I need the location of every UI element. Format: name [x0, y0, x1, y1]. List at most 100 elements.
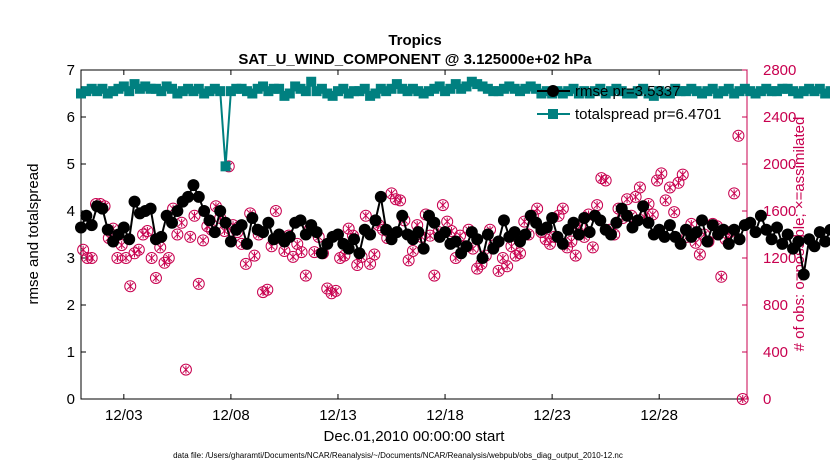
rmse-point	[497, 214, 510, 227]
rmse-point	[631, 214, 644, 227]
totalspread-point	[675, 86, 686, 97]
obs-count-point	[531, 202, 544, 215]
totalspread-point	[140, 81, 151, 92]
totalspread-point	[349, 86, 360, 97]
obs-count-point	[591, 199, 604, 212]
rmse-point	[481, 228, 494, 241]
chart-title: Tropics	[388, 32, 441, 49]
totalspread-point	[648, 90, 659, 101]
totalspread-point	[804, 83, 815, 94]
totalspread-point	[579, 86, 590, 97]
y-axis-right: 0 400 800 1200 1600 2000 2400 2800	[742, 62, 796, 408]
y-left-tick-label: 1	[67, 344, 75, 361]
totalspread-point	[423, 86, 434, 97]
y-right-tick-label: 1200	[763, 250, 796, 267]
rmse-point	[390, 226, 403, 239]
totalspread-point	[284, 88, 295, 99]
rmse-point	[728, 223, 741, 236]
totalspread-point	[509, 83, 520, 94]
rmse-point	[299, 228, 312, 241]
totalspread-point	[750, 88, 761, 99]
totalspread-point	[177, 86, 188, 97]
obs-count-point	[171, 228, 184, 241]
totalspread-point	[134, 83, 145, 94]
totalspread-point	[156, 86, 167, 97]
rmse-point	[240, 237, 253, 250]
totalspread-point	[167, 83, 178, 94]
obs-count-point	[111, 252, 124, 264]
rmse-point	[717, 223, 730, 236]
rmse-point	[476, 252, 489, 264]
totalspread-point	[102, 88, 113, 99]
rmse-point	[117, 221, 130, 234]
rmse-point	[144, 202, 157, 215]
totalspread-point	[209, 83, 220, 94]
rmse-point	[706, 219, 719, 232]
rmse-point	[605, 228, 618, 241]
totalspread-point	[231, 83, 242, 94]
totalspread-point	[798, 86, 809, 97]
rmse-point	[348, 233, 361, 246]
rmse-point	[808, 240, 821, 253]
totalspread-point	[129, 79, 140, 90]
rmse-point	[369, 214, 382, 227]
totalspread-point	[707, 83, 718, 94]
rmse-point	[508, 226, 521, 239]
totalspread-point	[236, 83, 247, 94]
totalspread-point	[788, 86, 799, 97]
rmse-point	[123, 233, 136, 246]
chart-subtitle: SAT_U_WIND_COMPONENT @ 3.125000e+02 hPa	[238, 51, 592, 68]
obs-count-point	[394, 194, 407, 207]
obs-count-point	[338, 249, 351, 262]
x-tick-label: 12/28	[640, 407, 678, 424]
y-right-tick-label: 2000	[763, 156, 796, 173]
obs-count-point	[621, 193, 634, 206]
rmse-point	[208, 226, 221, 239]
totalspread-point	[697, 88, 708, 99]
legend-rmse-marker	[547, 85, 559, 97]
rmse-point	[792, 235, 805, 248]
totalspread-point	[680, 86, 691, 97]
totalspread-point	[434, 81, 445, 92]
obs-count-point	[543, 237, 556, 250]
legend-item-rmse: rmse pr=3.5337	[537, 83, 680, 100]
obs-count-point	[145, 252, 158, 264]
totalspread-point	[477, 81, 488, 92]
obs-count-point	[359, 209, 372, 222]
rmse-point	[781, 228, 794, 241]
totalspread-point	[450, 79, 461, 90]
totalspread-point	[461, 81, 472, 92]
totalspread-point	[86, 83, 97, 94]
totalspread-point	[263, 86, 274, 97]
totalspread-point	[118, 81, 129, 92]
rmse-point	[813, 226, 826, 239]
totalspread-point	[825, 86, 830, 97]
totalspread-point	[402, 86, 413, 97]
totalspread-point	[193, 83, 204, 94]
obs-count-point	[693, 248, 706, 261]
totalspread-point	[686, 83, 697, 94]
rmse-point	[192, 190, 205, 203]
totalspread-point	[777, 83, 788, 94]
rmse-point	[696, 214, 709, 227]
rmse-point	[621, 209, 634, 222]
rmse-point	[219, 216, 232, 229]
totalspread-point	[766, 86, 777, 97]
rmse-point	[674, 237, 687, 250]
totalspread-point	[723, 83, 734, 94]
totalspread-point	[172, 88, 183, 99]
obs-count-point	[77, 243, 90, 256]
y-left-tick-label: 6	[67, 109, 75, 126]
totalspread-point	[761, 83, 772, 94]
y-left-tick-label: 2	[67, 297, 75, 314]
rmse-point	[294, 214, 307, 227]
totalspread-point	[247, 88, 258, 99]
rmse-point	[449, 235, 462, 248]
totalspread-point	[520, 83, 531, 94]
totalspread-point	[397, 83, 408, 94]
legend-rmse-label: rmse pr=3.5337	[575, 83, 680, 100]
rmse-point	[637, 200, 650, 213]
totalspread-point	[76, 88, 86, 99]
obs-count-point	[119, 252, 132, 264]
rmse-point	[224, 235, 237, 248]
